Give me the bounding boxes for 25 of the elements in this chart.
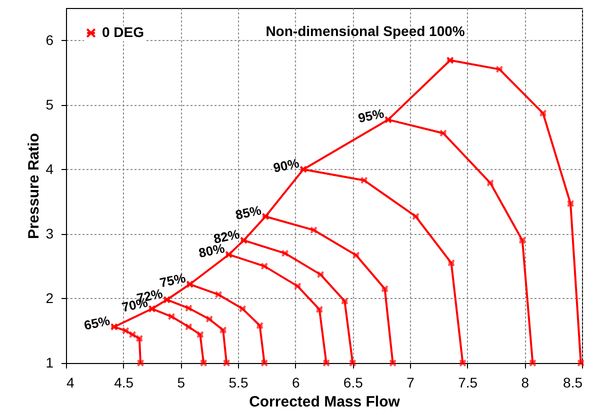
- annotation: 90%: [272, 155, 301, 176]
- annotation: 95%: [356, 106, 386, 126]
- x-tick-label: 8.5: [563, 374, 583, 390]
- y-tick-label: 3: [46, 225, 54, 242]
- y-tick-label: 2: [46, 290, 54, 306]
- annotation: 65%: [82, 312, 112, 333]
- x-tick-label: 5.5: [228, 374, 248, 390]
- y-tick-label: 5: [46, 96, 54, 112]
- x-tick-label: 8: [521, 374, 530, 390]
- x-tick-label: 6: [292, 374, 300, 390]
- text: Non-dimensional Speed 100%: [266, 23, 466, 39]
- x-tick-label: 4.5: [114, 374, 134, 390]
- x-tick-label: 5: [177, 374, 186, 390]
- legend-label: 0 DEG: [102, 24, 144, 40]
- y-tick-label: 6: [46, 32, 54, 48]
- y-tick-label: 1: [46, 354, 54, 370]
- x-tick-label: 4: [66, 374, 74, 390]
- x-tick-label: 6.5: [343, 374, 364, 390]
- x-axis-title: Corrected Mass Flow: [249, 394, 400, 410]
- x-tick-label: 7.5: [458, 374, 478, 390]
- annotation: 85%: [234, 202, 264, 223]
- annotation: 75%: [158, 270, 188, 290]
- y-tick-label: 4: [46, 160, 54, 177]
- y-axis-title: Pressure Ratio: [26, 133, 43, 239]
- x-tick-label: 7: [406, 374, 415, 390]
